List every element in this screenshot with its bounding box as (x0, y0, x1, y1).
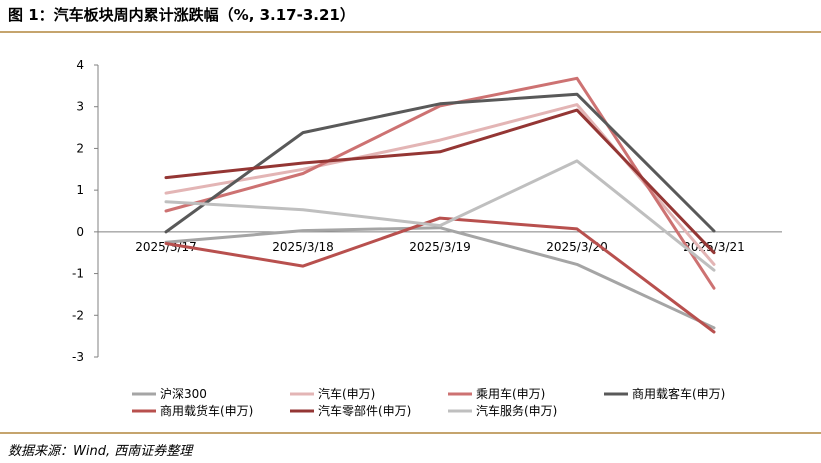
x-tick-label: 2025/3/19 (409, 240, 471, 254)
x-axis: 2025/3/17 2025/3/18 2025/3/19 2025/3/20 2025… (98, 231, 782, 254)
legend-label: 汽车服务(申万) (476, 403, 557, 418)
series-line-4 (164, 92, 716, 234)
legend-label: 乘用车(申万) (476, 386, 545, 401)
y-tick-label: -2 (72, 308, 84, 322)
series-line-7 (164, 159, 716, 272)
legend: 沪深300 汽车(申万) 乘用车(申万) 商用载客车(申万) 商用载货车(申万) 汽车零部… (132, 386, 725, 418)
x-tick-label: 2025/3/20 (546, 240, 608, 254)
source-note: 数据来源：Wind, 西南证券整理 (8, 444, 193, 459)
series-line-5 (164, 216, 716, 334)
y-tick-label: 1 (76, 183, 84, 197)
x-tick-label: 2025/3/18 (272, 240, 334, 254)
y-tick-label: 2 (76, 141, 84, 155)
x-tick-label: 2025/3/21 (683, 240, 745, 254)
series-line-1 (164, 226, 716, 330)
y-axis: -3 -2 -1 0 1 2 3 4 (72, 58, 99, 364)
legend-label: 商用载货车(申万) (160, 403, 253, 418)
series-line-3 (164, 76, 716, 290)
top-rule (0, 31, 821, 33)
y-tick-label: -1 (72, 267, 84, 281)
series-line-6 (164, 108, 716, 255)
y-tick-label: 3 (76, 100, 84, 114)
legend-label: 汽车(申万) (318, 386, 375, 401)
legend-label: 汽车零部件(申万) (318, 403, 411, 418)
y-tick-label: -3 (72, 350, 84, 364)
x-tick-label: 2025/3/17 (135, 240, 197, 254)
series-lines (164, 76, 716, 334)
figure-title: 图 1：汽车板块周内累计涨跌幅（%, 3.17-3.21） (8, 6, 355, 24)
legend-label: 沪深300 (160, 387, 207, 401)
bottom-rule (0, 432, 821, 434)
y-tick-label: 4 (76, 58, 84, 72)
legend-label: 商用载客车(申万) (632, 386, 725, 401)
y-tick-label: 0 (76, 225, 84, 239)
